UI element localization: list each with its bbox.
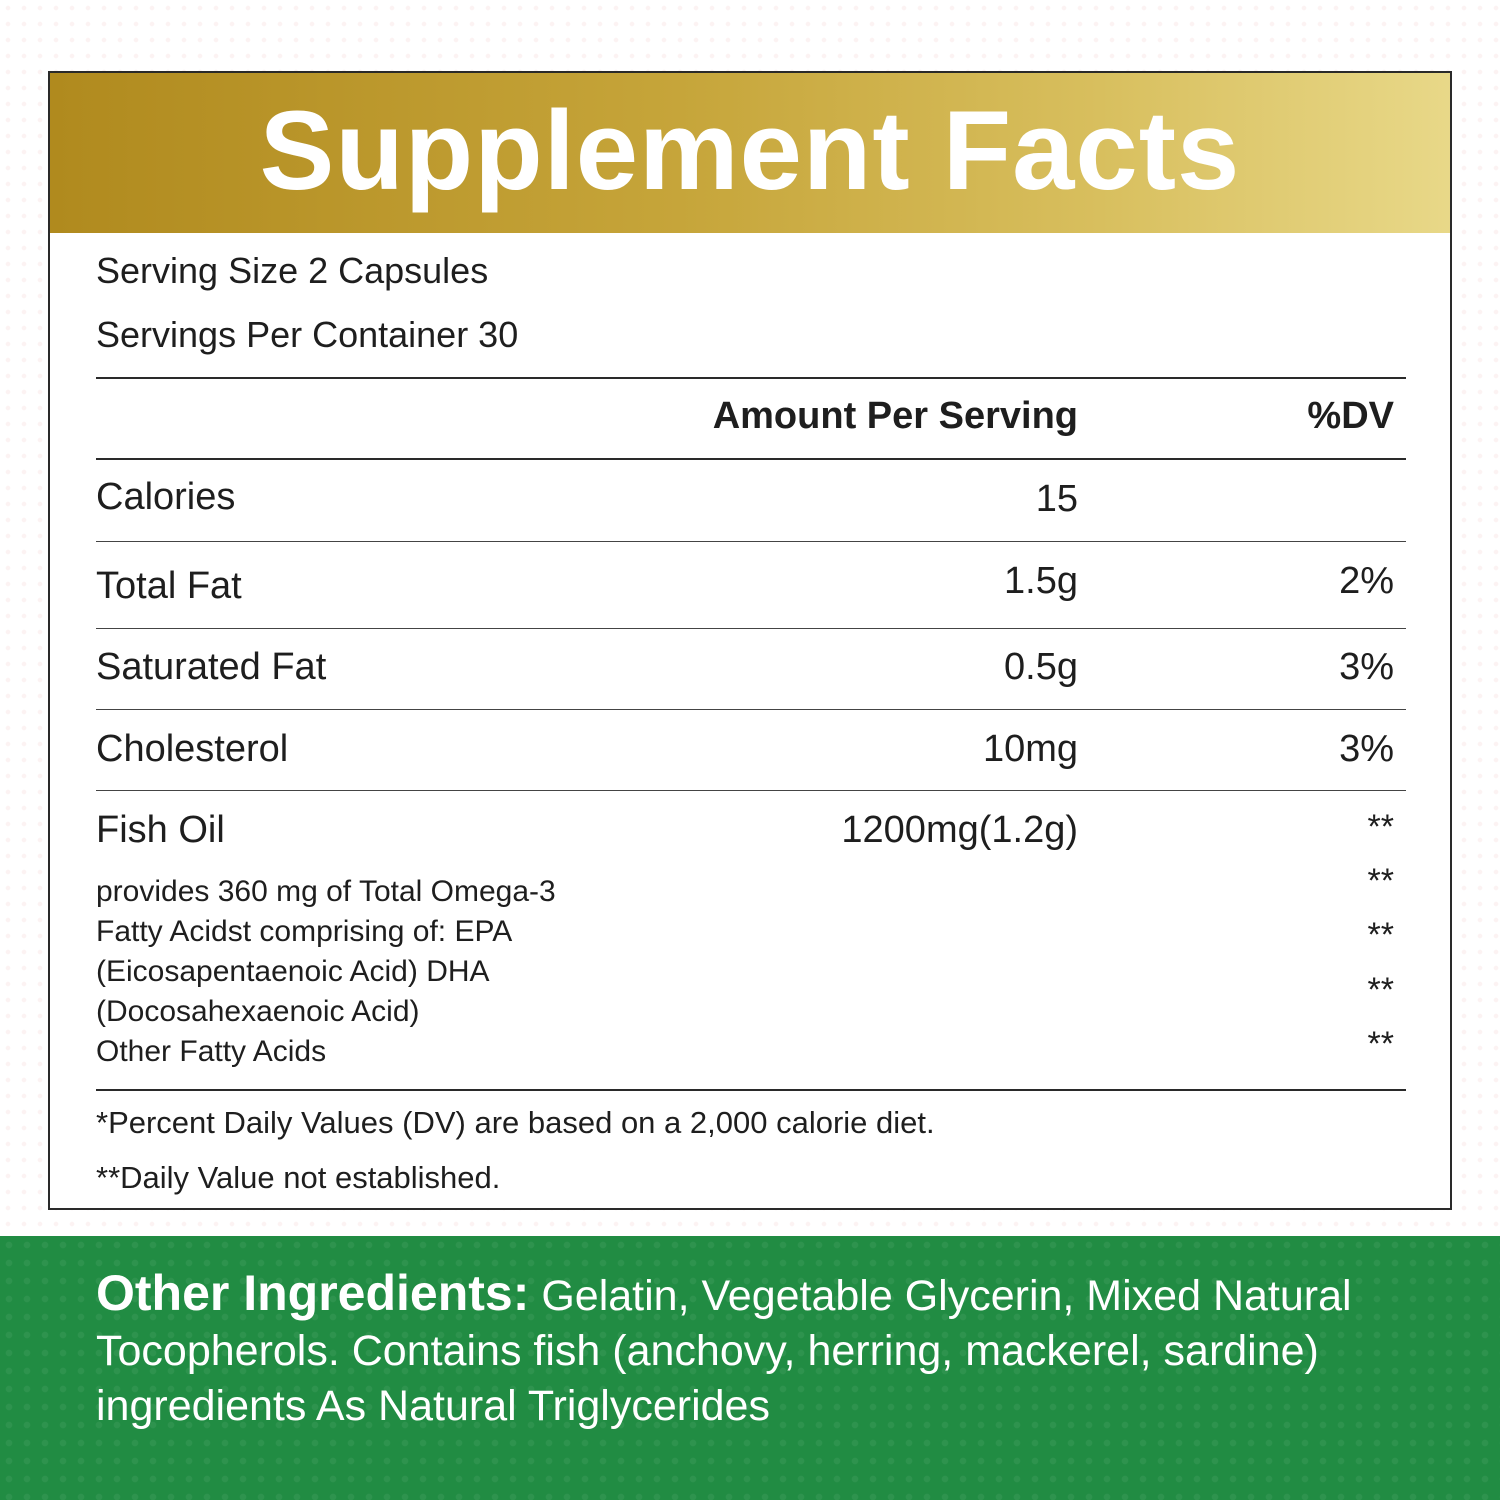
divider [96,1089,1406,1091]
row-fish-oil-amount: 1200mg(1.2g) [841,809,1078,851]
other-ingredients: Other Ingredients: Gelatin, Vegetable Gl… [96,1266,1426,1434]
footnote-dv-not-established: **Daily Value not established. [96,1160,501,1195]
fish-oil-detail-line: (Docosahexaenoic Acid) [96,995,420,1028]
row-total-fat-dv: 2% [1339,560,1394,602]
panel-title: Supplement Facts [259,88,1241,213]
divider [96,709,1406,710]
serving-size: Serving Size 2 Capsules [96,250,489,291]
detail-dv-marker: ** [1367,971,1394,1009]
divider [96,377,1406,379]
dv-header: %DV [1307,395,1394,437]
row-cholesterol-dv: 3% [1339,728,1394,770]
row-saturated-fat-dv: 3% [1339,646,1394,688]
fish-oil-detail-line: Other Fatty Acids [96,1035,327,1068]
row-total-fat-amount: 1.5g [1004,560,1078,602]
detail-dv-marker: ** [1367,1025,1394,1063]
fish-oil-detail-line: provides 360 mg of Total Omega-3 [96,875,556,908]
row-calories-name: Calories [96,476,236,518]
amount-header: Amount Per Serving [712,395,1078,437]
row-fish-oil-name: Fish Oil [96,809,225,851]
detail-dv-marker: ** [1367,916,1394,954]
row-total-fat-name: Total Fat [96,565,242,607]
servings-per-container: Servings Per Container 30 [96,314,519,355]
row-saturated-fat-amount: 0.5g [1004,646,1078,688]
row-calories-amount: 15 [1035,478,1078,520]
title-banner: Supplement Facts [50,73,1450,233]
row-fish-oil-dv: ** [1367,808,1394,846]
divider [96,541,1406,542]
row-saturated-fat-name: Saturated Fat [96,646,327,688]
row-cholesterol-amount: 10mg [982,728,1078,770]
supplement-facts-panel: Supplement Facts Serving Size 2 Capsules… [48,71,1452,1210]
other-ingredients-band: Other Ingredients: Gelatin, Vegetable Gl… [0,1236,1500,1500]
divider [96,458,1406,460]
divider [96,628,1406,629]
row-cholesterol-name: Cholesterol [96,728,289,770]
fish-oil-detail-line: Fatty Acidst comprising of: EPA [96,915,513,948]
other-ingredients-label: Other Ingredients: [96,1265,530,1321]
footnote-dv-basis: *Percent Daily Values (DV) are based on … [96,1105,935,1140]
fish-oil-detail-line: (Eicosapentaenoic Acid) DHA [96,955,490,988]
detail-dv-marker: ** [1367,862,1394,900]
other-ingredients-text: Gelatin, Vegetable Glycerin, Mixed Natur… [96,1272,1352,1430]
divider [96,790,1406,791]
